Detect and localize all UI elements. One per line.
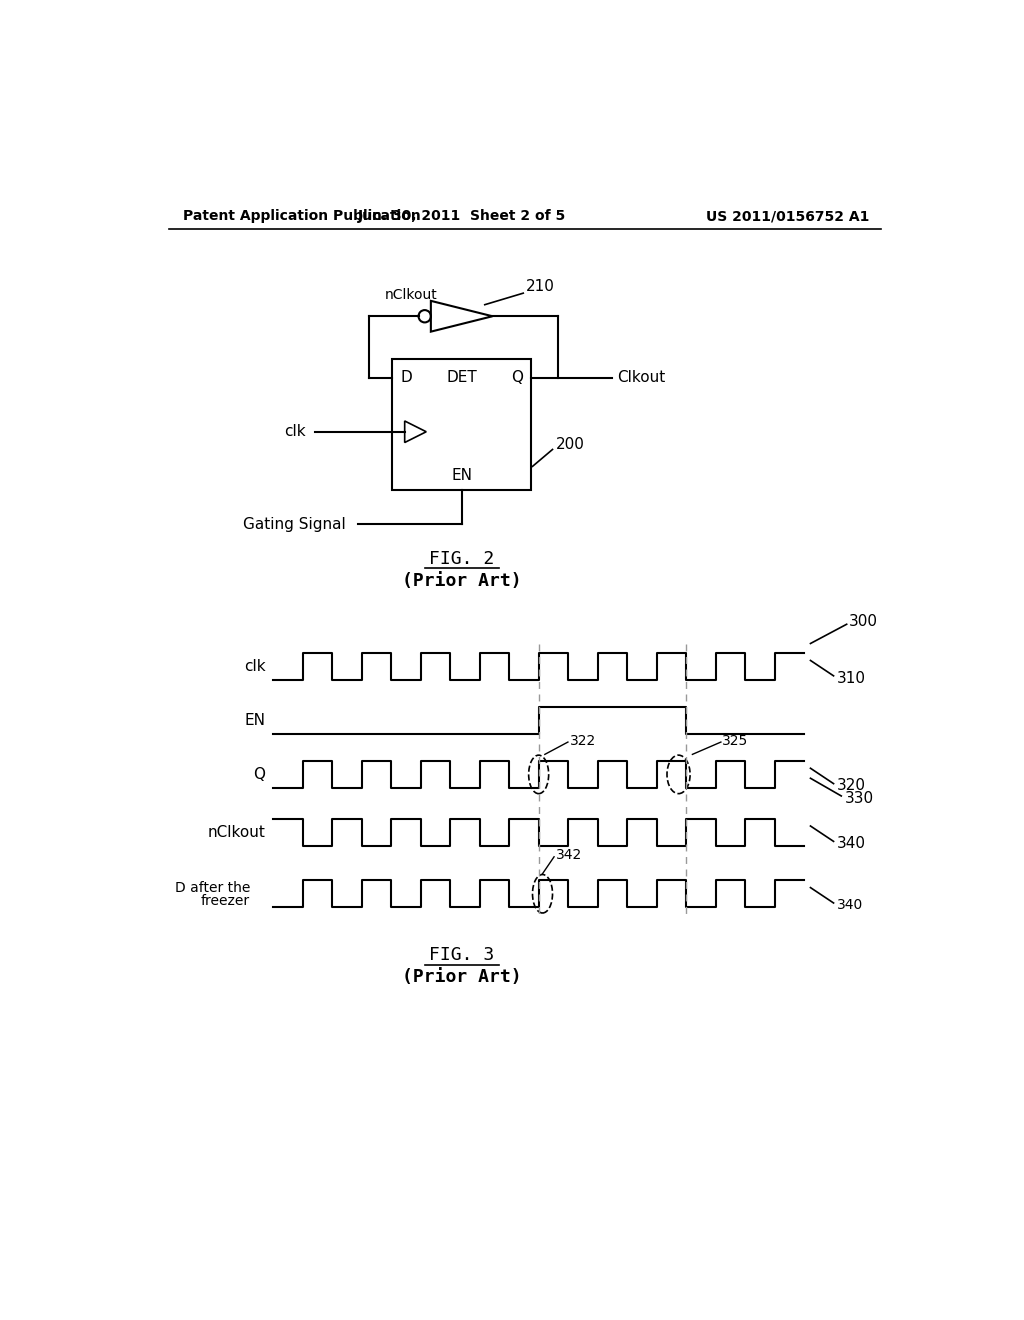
Text: freezer: freezer [201,895,250,908]
Text: EN: EN [452,469,472,483]
Text: FIG. 3: FIG. 3 [429,946,495,965]
Text: Clkout: Clkout [617,371,666,385]
Text: 310: 310 [837,671,865,685]
Text: 300: 300 [849,614,878,630]
Text: nClkout: nClkout [385,288,438,302]
Text: Q: Q [511,371,523,385]
Text: nClkout: nClkout [208,825,265,840]
Text: Q: Q [253,767,265,781]
Text: 200: 200 [556,437,585,453]
Text: 322: 322 [569,734,596,747]
Text: (Prior Art): (Prior Art) [401,968,521,986]
Bar [392,359,531,490]
Text: 320: 320 [837,779,865,793]
Text: 340: 340 [837,836,865,851]
Text: 340: 340 [837,899,863,912]
Text: D: D [400,371,412,385]
Text: EN: EN [245,713,265,729]
Text: Jun. 30, 2011  Sheet 2 of 5: Jun. 30, 2011 Sheet 2 of 5 [357,209,566,223]
Text: 342: 342 [556,849,582,862]
Text: 330: 330 [845,791,873,805]
Text: Gating Signal: Gating Signal [244,516,346,532]
Text: Patent Application Publication: Patent Application Publication [183,209,421,223]
Text: (Prior Art): (Prior Art) [401,572,521,590]
Text: D after the: D after the [174,880,250,895]
Text: clk: clk [285,424,306,440]
Text: FIG. 2: FIG. 2 [429,550,495,568]
Text: DET: DET [446,371,477,385]
Text: clk: clk [244,659,265,675]
Text: 210: 210 [525,280,554,294]
Text: 325: 325 [723,734,749,747]
Text: US 2011/0156752 A1: US 2011/0156752 A1 [707,209,869,223]
